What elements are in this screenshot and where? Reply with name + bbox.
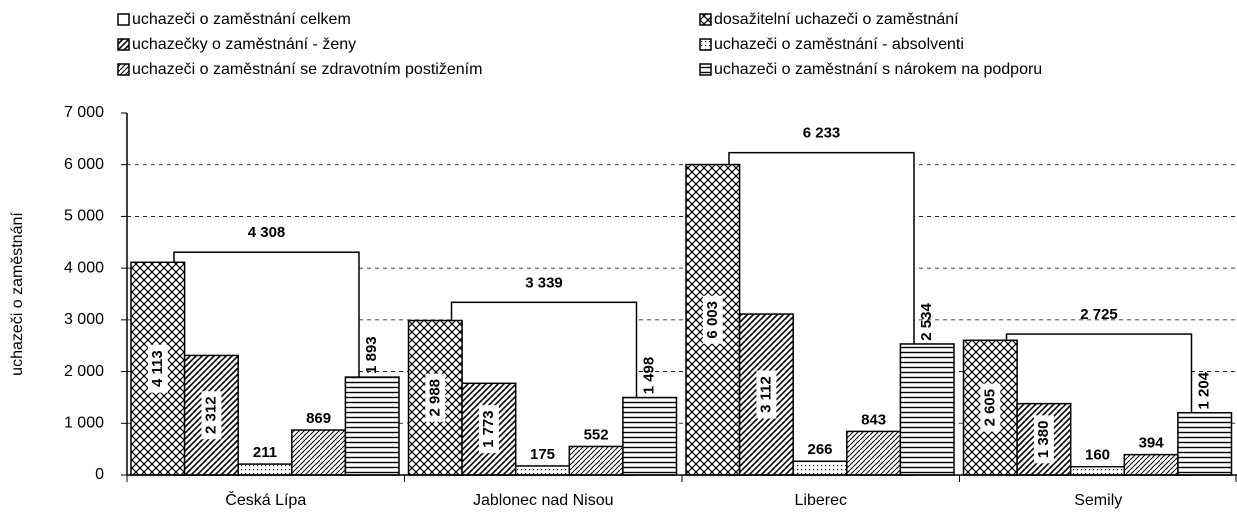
data-label: 552 — [584, 426, 609, 443]
legend-swatch — [117, 63, 130, 76]
label-bg — [425, 373, 446, 422]
bar — [407, 319, 463, 476]
legend-swatch — [117, 38, 130, 51]
legend-swatch — [699, 13, 712, 26]
data-label: 2 312 — [202, 396, 219, 434]
x-tick-label: Česká Lípa — [225, 490, 306, 509]
legend-label: uchazečky o zaměstnání - ženy — [132, 36, 356, 53]
data-label: 1 380 — [1035, 421, 1052, 459]
bar — [792, 460, 848, 476]
data-label: 843 — [861, 411, 886, 428]
data-label: 6 233 — [803, 125, 841, 142]
x-tick-label: Semily — [1074, 492, 1122, 509]
data-label: 1 893 — [363, 336, 380, 374]
label-bg — [702, 295, 723, 344]
legend-label: dosažitelní uchazeči o zaměstnání — [714, 11, 959, 28]
data-label: 160 — [1085, 447, 1110, 464]
data-label: 1 204 — [1196, 371, 1213, 409]
bar — [1177, 411, 1233, 476]
y-tick-label: 4 000 — [64, 259, 104, 276]
data-label: 211 — [253, 444, 277, 461]
y-tick-label: 1 000 — [64, 415, 104, 432]
y-tick-label: 5 000 — [64, 208, 104, 225]
label-bg — [1033, 415, 1054, 464]
bar — [622, 396, 678, 476]
bar — [1123, 453, 1179, 476]
bar — [1069, 465, 1126, 476]
legend-label: uchazeči o zaměstnání s nárokem na podpo… — [714, 61, 1042, 78]
data-label: 1 773 — [480, 410, 497, 448]
data-label: 1 498 — [641, 357, 658, 395]
y-tick-label: 0 — [95, 466, 104, 483]
x-tick-label: Liberec — [795, 492, 847, 509]
data-label: 2 988 — [426, 379, 443, 417]
y-tick-label: 7 000 — [64, 104, 104, 121]
y-tick-label: 2 000 — [64, 363, 104, 380]
data-label: 4 308 — [248, 224, 286, 241]
data-label: 175 — [530, 446, 555, 463]
label-bg — [478, 405, 499, 454]
bar — [237, 463, 293, 476]
y-tick-label: 6 000 — [64, 156, 104, 173]
legend-swatch — [699, 38, 712, 51]
data-label: 2 534 — [918, 303, 935, 341]
data-label: 2 605 — [981, 389, 998, 427]
label-bg — [201, 391, 222, 440]
legend-label: uchazeči o zaměstnání celkem — [132, 11, 351, 28]
x-tick-label: Jablonec nad Nisou — [473, 492, 614, 509]
bar — [514, 465, 571, 476]
y-tick-label: 3 000 — [64, 311, 104, 328]
label-bg — [756, 370, 777, 419]
bar — [291, 429, 347, 476]
bar — [568, 445, 624, 476]
legend-label: uchazeči o zaměstnání - absolventi — [714, 36, 964, 53]
legend-label: uchazeči o zaměstnání se zdravotním post… — [132, 61, 482, 78]
data-label: 2 725 — [1080, 306, 1118, 323]
data-label: 266 — [807, 441, 832, 458]
data-label: 4 113 — [149, 350, 166, 387]
data-label: 394 — [1139, 435, 1165, 452]
data-label: 6 003 — [704, 301, 721, 339]
data-label: 869 — [306, 410, 331, 427]
bar — [344, 376, 400, 476]
data-label: 3 112 — [757, 376, 774, 413]
label-bg — [980, 383, 1001, 432]
bar — [899, 343, 955, 476]
legend-swatch — [699, 63, 712, 76]
data-label: 3 339 — [525, 274, 563, 291]
legend-swatch — [117, 13, 130, 26]
label-bg — [147, 344, 168, 393]
bar — [846, 430, 902, 476]
y-axis-label: uchazeči o zaměstnání — [9, 212, 26, 376]
